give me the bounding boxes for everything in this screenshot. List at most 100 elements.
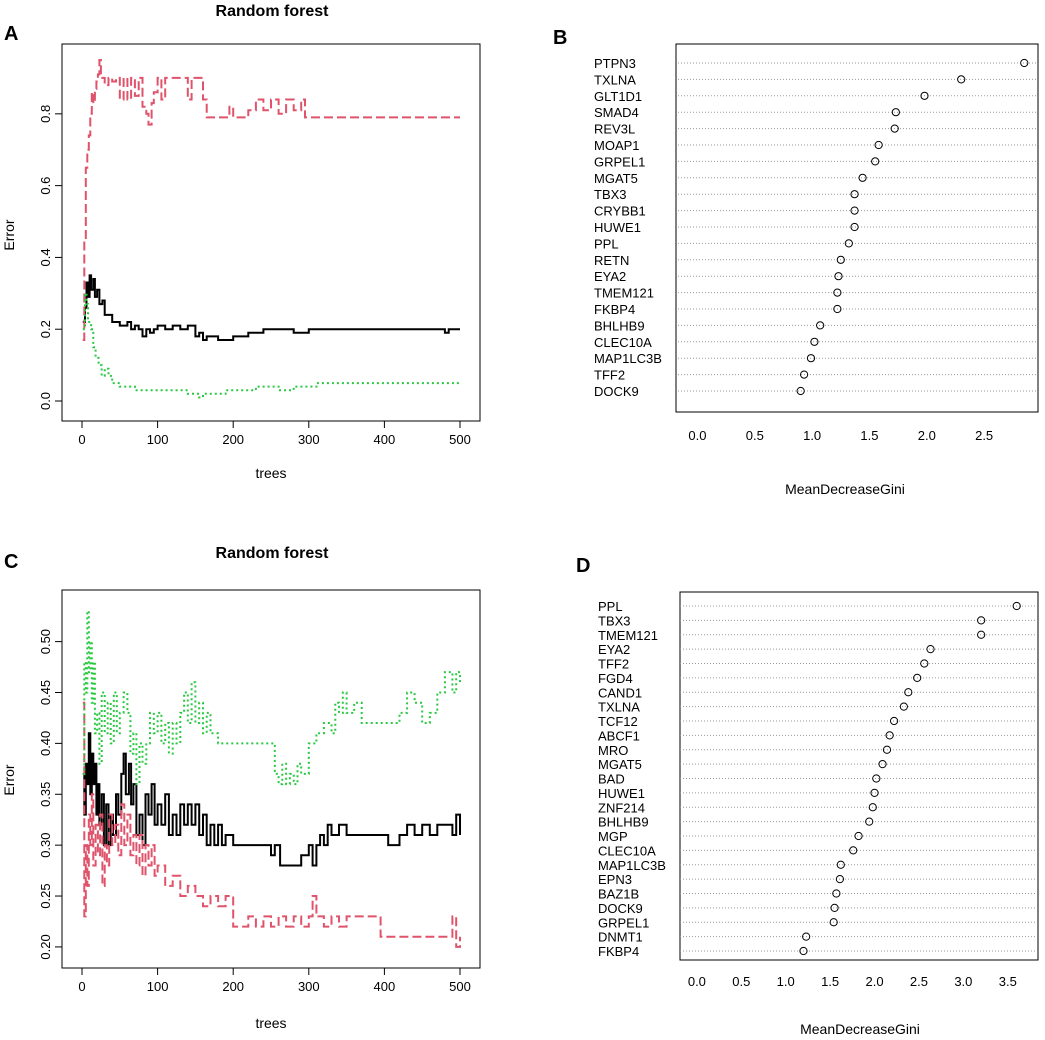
gene-label: CAND1 <box>598 685 642 700</box>
data-point <box>833 288 842 297</box>
data-point <box>836 860 845 869</box>
x-tick-label: 0 <box>78 432 85 447</box>
gene-label: SMAD4 <box>594 105 639 120</box>
y-tick-label: 0.4 <box>38 248 53 266</box>
data-point <box>885 731 894 740</box>
gene-label: MGP <box>598 829 628 844</box>
data-point <box>904 688 913 697</box>
gene-label: HUWE1 <box>594 220 641 235</box>
gene-label: TXLNA <box>594 72 636 87</box>
y-tick-label: 0.35 <box>38 782 53 807</box>
data-point <box>830 903 839 912</box>
gene-label: FGD4 <box>598 671 633 686</box>
chart-d-rows: PPLTBX3TMEM121EYA2TFF2FGD4CAND1TXLNATCF1… <box>598 599 1036 959</box>
gene-label: TMEM121 <box>594 286 654 301</box>
data-point <box>920 659 929 668</box>
data-point <box>850 190 859 199</box>
y-tick-label: 0.2 <box>38 320 53 338</box>
data-point <box>977 616 986 625</box>
x-tick-label: 200 <box>222 979 244 994</box>
data-point <box>882 745 892 754</box>
gene-label: TXLNA <box>598 700 640 715</box>
gene-label: GLT1D1 <box>594 89 642 104</box>
x-tick-label: 300 <box>298 432 320 447</box>
chart-a-x-axis: 0 100 200 300 400 500 <box>78 420 471 447</box>
y-tick-label: 0.0 <box>38 392 53 410</box>
x-tick-label: 3.0 <box>954 974 972 989</box>
gene-label: FKBP4 <box>598 944 639 959</box>
x-tick-label: 1.0 <box>803 428 821 443</box>
panel-label-b: B <box>553 27 567 49</box>
gene-label: EYA2 <box>598 642 630 657</box>
data-point <box>874 140 883 150</box>
chart-d-xlabel: MeanDecreaseGini <box>800 1021 920 1037</box>
x-tick-label: 300 <box>298 979 320 994</box>
chart-a-series <box>82 59 460 399</box>
y-tick-label: 0.8 <box>38 105 53 123</box>
data-point <box>810 337 819 346</box>
gene-label: TFF2 <box>594 368 625 383</box>
x-tick-label: 400 <box>374 432 396 447</box>
gene-label: TBX3 <box>594 187 627 202</box>
panel-label-c: C <box>4 551 18 573</box>
gene-label: TCF12 <box>598 714 638 729</box>
gene-label: HUWE1 <box>598 786 645 801</box>
chart-d: PPLTBX3TMEM121EYA2TFF2FGD4CAND1TXLNATCF1… <box>598 591 1039 1037</box>
x-tick-label: 0 <box>78 979 85 994</box>
data-point <box>796 386 805 396</box>
y-tick-label: 0.25 <box>38 883 53 908</box>
y-tick-label: 0.20 <box>38 934 53 959</box>
data-point <box>829 918 838 927</box>
y-tick-label: 0.45 <box>38 680 53 705</box>
gene-label: MGAT5 <box>598 757 642 772</box>
gene-label: DOCK9 <box>598 901 643 916</box>
data-point <box>890 124 899 133</box>
x-tick-label: 0.5 <box>732 974 750 989</box>
data-point <box>865 817 874 826</box>
x-tick-label: 1.5 <box>821 974 839 989</box>
y-tick-label: 0.30 <box>38 832 53 857</box>
gene-label: BAD <box>598 772 625 787</box>
gene-label: MRO <box>598 743 628 758</box>
x-tick-label: 100 <box>147 432 169 447</box>
gene-label: FKBP4 <box>594 302 635 317</box>
y-tick-label: 0.50 <box>38 629 53 654</box>
data-point <box>844 239 853 248</box>
data-point <box>871 157 880 166</box>
gene-label: GRPEL1 <box>598 915 649 930</box>
gene-label: TBX3 <box>598 613 631 628</box>
data-point <box>872 774 881 783</box>
series-line <box>82 292 460 399</box>
x-tick-label: 0.0 <box>688 428 706 443</box>
gene-label: BHLHB9 <box>598 815 649 830</box>
chart-a: Random forest 0 100 200 300 400 500 0.0 0.2 0.4… <box>1 3 481 481</box>
chart-c-title: Random forest <box>216 545 330 562</box>
chart-a-xlabel: trees <box>255 465 286 481</box>
data-point <box>834 272 843 281</box>
gene-label: CLEC10A <box>594 335 652 350</box>
data-point <box>850 222 859 232</box>
gene-label: BAZ1B <box>598 887 639 902</box>
chart-d-plot-box <box>679 591 1039 961</box>
series-line <box>82 59 460 341</box>
chart-d-x-axis: 0.0 0.5 1.0 1.5 2.0 2.5 3.0 3.5 <box>688 974 1017 989</box>
panel-label-d: D <box>576 555 590 577</box>
gene-label: ABCF1 <box>598 728 640 743</box>
data-point <box>849 846 858 855</box>
chart-c-series <box>82 610 461 948</box>
data-point <box>800 370 809 379</box>
gene-label: CRYBB1 <box>594 204 646 219</box>
gene-label: GRPEL1 <box>594 154 645 169</box>
x-tick-label: 2.0 <box>866 974 884 989</box>
chart-c-x-axis: 0 100 200 300 400 500 <box>78 967 471 994</box>
data-point <box>913 673 922 682</box>
gene-label: EPN3 <box>598 872 632 887</box>
data-point <box>1020 58 1029 68</box>
x-tick-label: 0.0 <box>688 974 706 989</box>
gene-label: EYA2 <box>594 269 626 284</box>
data-point <box>878 760 887 769</box>
x-tick-label: 500 <box>449 432 471 447</box>
x-tick-label: 3.5 <box>999 974 1017 989</box>
